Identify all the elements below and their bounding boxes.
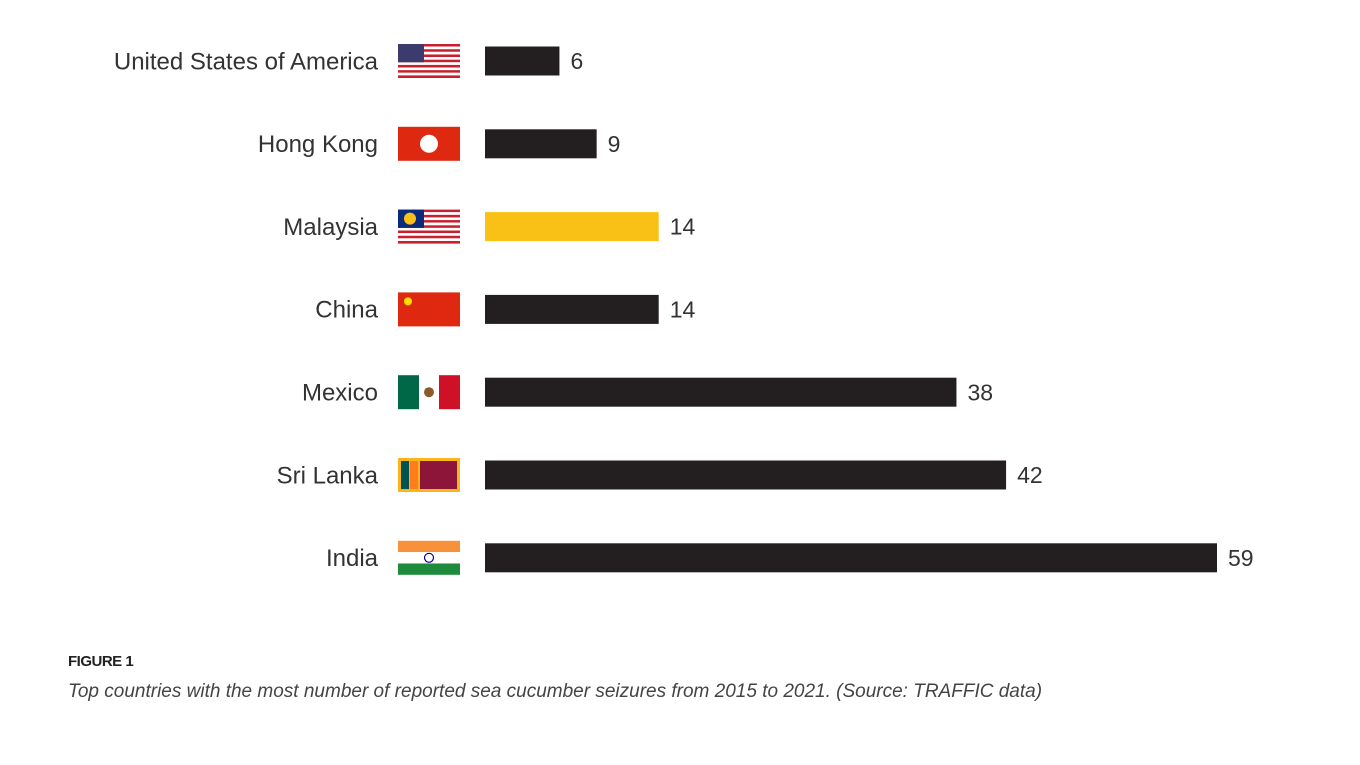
flag-stripe xyxy=(398,209,460,213)
flag xyxy=(398,375,460,410)
value-label: 9 xyxy=(608,131,621,157)
flag-emblem xyxy=(424,387,434,398)
flag-maroon xyxy=(420,461,457,489)
flag-stripe xyxy=(398,59,460,63)
flag-canton xyxy=(398,44,424,63)
flag-stripe xyxy=(398,238,460,241)
flag-flower xyxy=(420,134,438,153)
value-label: 38 xyxy=(967,379,993,405)
category-label: United States of America xyxy=(114,48,379,75)
category-label: Mexico xyxy=(302,380,378,407)
flag-orange xyxy=(410,461,418,489)
flag xyxy=(398,540,460,575)
flag-stripe xyxy=(398,46,460,50)
flag-chakra xyxy=(423,552,435,563)
bar xyxy=(485,377,957,407)
category-label: India xyxy=(326,545,379,572)
flag xyxy=(398,126,460,161)
flag-stripe xyxy=(398,233,460,236)
flag-stripe xyxy=(398,220,460,223)
flag-stripe xyxy=(398,72,460,76)
flag-stripe xyxy=(398,222,460,226)
flag-stripe xyxy=(398,227,460,231)
category-label: Malaysia xyxy=(283,214,378,241)
flag-stripe xyxy=(398,217,460,221)
flag-stripe xyxy=(398,44,460,47)
value-label: 42 xyxy=(1017,462,1043,488)
flag-stripe xyxy=(398,49,460,52)
bar xyxy=(485,46,560,76)
flag-green xyxy=(398,563,460,575)
flag-green xyxy=(401,461,409,489)
category-label: Hong Kong xyxy=(258,131,378,158)
flag xyxy=(398,292,460,327)
flag xyxy=(398,458,460,492)
flag-stripe xyxy=(398,54,460,58)
value-label: 14 xyxy=(670,214,696,240)
category-label: China xyxy=(315,297,378,324)
flag-white xyxy=(398,552,460,564)
flag-star xyxy=(404,297,412,306)
flag xyxy=(398,44,460,78)
flag-stripe xyxy=(398,214,460,218)
bar xyxy=(485,543,1217,573)
flag-green xyxy=(398,375,419,410)
figure-label: FIGURE 1 xyxy=(68,653,133,670)
bar xyxy=(485,294,659,324)
flag-stripe xyxy=(398,64,460,68)
flag-stripe xyxy=(398,212,460,215)
flag-stripe xyxy=(398,235,460,239)
flag-stripe xyxy=(398,230,460,234)
flag-stripe xyxy=(398,57,460,60)
category-label: Sri Lanka xyxy=(277,462,379,489)
bar xyxy=(485,212,659,242)
flag-stripe xyxy=(398,67,460,71)
value-label: 6 xyxy=(570,48,583,74)
flag-stripe xyxy=(398,70,460,73)
flag-stripe xyxy=(398,240,460,244)
flag-moon xyxy=(404,212,416,225)
bar xyxy=(485,460,1007,490)
flag xyxy=(398,209,460,244)
flag-orange xyxy=(398,540,460,553)
flag-stripe xyxy=(398,62,460,65)
value-label: 14 xyxy=(670,296,696,322)
caption: Top countries with the most number of re… xyxy=(68,681,1042,702)
bar xyxy=(485,129,597,159)
flag-stripe xyxy=(398,51,460,55)
flag-stripe xyxy=(398,75,460,78)
flag-red xyxy=(439,375,460,410)
flag-stripe xyxy=(398,225,460,228)
value-label: 59 xyxy=(1228,545,1254,571)
